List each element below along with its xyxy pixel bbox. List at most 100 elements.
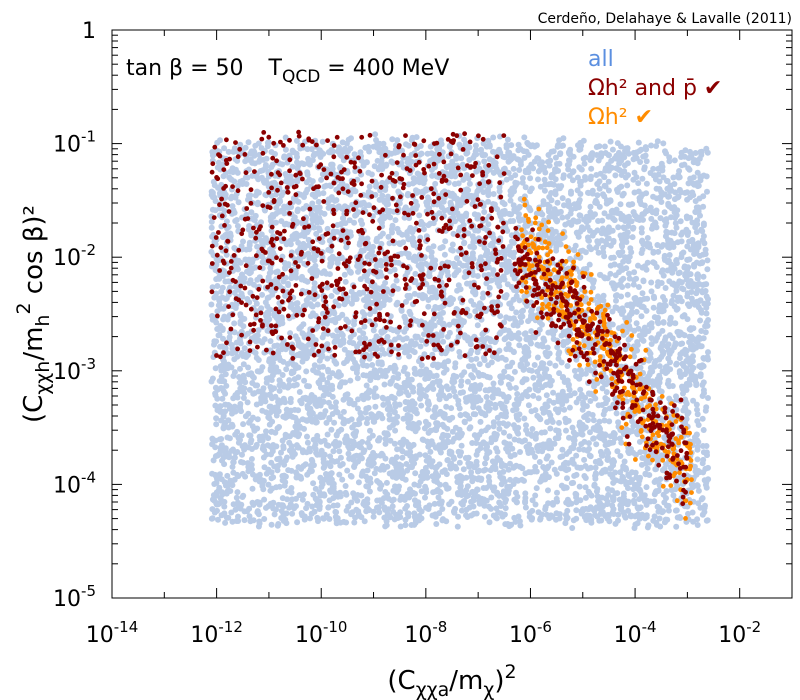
point-all [246,513,253,520]
point-all [485,255,492,262]
point-all [648,341,655,347]
point-all [320,363,326,370]
point-all [569,525,576,531]
point-all [235,199,242,206]
point-all [694,411,701,418]
point-all [485,387,492,394]
point-all [416,420,422,426]
point-all [586,391,593,397]
point-all [382,367,389,374]
point-all [486,284,493,291]
point-all [305,294,312,301]
point-all [635,139,642,146]
point-all [705,395,711,401]
point-all [548,174,555,181]
point-all [428,249,435,256]
point-all [662,518,669,524]
point-all [511,368,518,375]
point-all [465,396,472,403]
point-all [336,448,343,455]
point-all [482,152,489,158]
point-all [500,488,507,495]
point-all [694,406,700,413]
point-all [586,344,593,351]
point-all [521,354,528,361]
point-all [458,507,465,514]
point-all [249,380,256,386]
point-all [361,518,368,525]
point-all [508,191,515,198]
point-all [514,396,520,403]
point-all [321,387,328,393]
point-all [375,410,382,417]
point-all [500,374,507,380]
point-all [701,240,708,247]
point-all [249,485,256,492]
point-all [566,161,572,168]
point-all [614,490,621,497]
point-all [329,411,336,417]
point-all [304,439,311,446]
point-all [666,244,673,251]
point-all [258,477,265,483]
point-all [680,249,687,256]
point-all [514,493,521,500]
point-all [470,494,477,501]
point-all [589,284,596,291]
point-all [609,487,615,494]
point-all [226,284,233,291]
point-all [470,288,476,295]
point-all [469,478,476,485]
point-all [692,150,699,156]
point-all [277,399,284,406]
point-all [609,321,616,328]
point-all [503,144,510,151]
point-all [456,459,463,466]
point-all [697,373,704,380]
point-all [650,249,657,256]
point-all [550,148,557,155]
point-all [594,180,601,187]
point-all [446,329,453,336]
point-all [452,218,458,225]
point-all [666,320,673,327]
point-all [644,465,651,472]
point-all [238,408,244,415]
point-all [212,365,219,372]
point-all [293,503,299,510]
point-all [586,452,593,459]
point-all [493,515,500,522]
point-all [631,525,638,531]
point-all [505,448,511,455]
point-all [686,238,693,245]
point-all [237,403,243,410]
point-all [679,340,686,347]
point-all [274,342,281,349]
point-all [522,184,529,191]
point-all [485,503,492,510]
point-all [389,503,396,510]
point-all [631,492,638,498]
point-all [270,249,277,256]
point-all [694,522,701,528]
point-all [679,285,685,292]
point-all [463,506,470,513]
point-all [666,351,673,357]
point-all [535,176,541,183]
point-all [395,375,401,381]
point-all [654,318,661,325]
point-all [586,244,593,250]
point-all [376,480,383,486]
point-all [552,188,559,195]
point-all [457,389,464,396]
point-all [328,470,335,477]
point-all [519,179,526,186]
point-all [213,421,220,428]
point-all [477,418,484,425]
point-all [634,339,641,345]
point-all [593,200,600,207]
point-all [536,459,543,465]
point-all [286,504,292,511]
point-all [545,487,551,494]
point-all [239,181,246,187]
